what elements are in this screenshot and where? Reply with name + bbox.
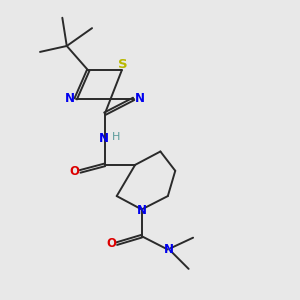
- Text: N: N: [99, 132, 109, 145]
- Text: N: N: [135, 92, 145, 105]
- Text: N: N: [137, 203, 147, 217]
- Text: O: O: [106, 237, 116, 250]
- Text: N: N: [164, 243, 173, 256]
- Text: O: O: [70, 165, 80, 178]
- Text: S: S: [118, 58, 127, 71]
- Text: H: H: [112, 132, 120, 142]
- Text: N: N: [65, 92, 75, 105]
